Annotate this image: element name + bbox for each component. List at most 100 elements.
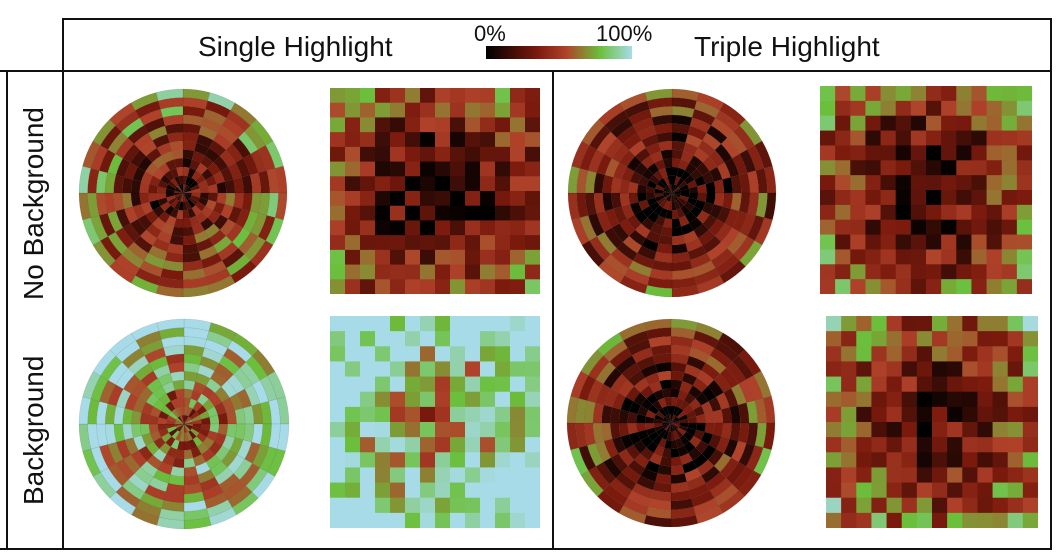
- heatmap-cell: [941, 264, 957, 280]
- left-col-rule: [62, 18, 64, 550]
- heatmap-cell: [916, 512, 933, 528]
- heatmap-cell: [330, 452, 346, 469]
- heatmap-cell: [841, 391, 857, 408]
- heatmap-cell: [480, 422, 496, 438]
- heatmap-cell: [450, 316, 466, 332]
- heatmap-cell: [390, 146, 406, 163]
- heatmap-cell: [345, 346, 361, 363]
- heatmap-sector: [216, 181, 227, 194]
- heatmap-cell: [1022, 406, 1038, 423]
- heatmap-cell: [465, 482, 481, 499]
- heatmap-cell: [375, 161, 391, 177]
- heatmap-cell: [926, 190, 942, 206]
- heatmap-cell: [435, 191, 451, 207]
- heatmap-cell: [465, 391, 481, 408]
- heatmap-cell: [420, 176, 436, 192]
- heatmap-cell: [977, 452, 994, 469]
- heatmap-cell: [916, 406, 933, 423]
- heatmap-cell: [941, 279, 957, 294]
- heatmap-cell: [977, 346, 994, 363]
- heatmap-cell: [420, 249, 436, 266]
- heatmap-cell: [871, 512, 888, 528]
- heatmap-cell: [390, 176, 406, 192]
- heatmap-cell: [850, 249, 867, 265]
- heatmap-cell: [886, 437, 903, 453]
- heatmap-cell: [895, 204, 912, 221]
- heatmap-cell: [510, 279, 526, 294]
- heatmap-cell: [360, 279, 376, 294]
- heatmap-cell: [510, 191, 526, 207]
- heatmap-cell: [435, 467, 451, 484]
- heatmap-cell: [941, 130, 957, 147]
- heatmap-cell: [480, 316, 496, 332]
- heatmap-cell: [1016, 115, 1032, 132]
- heatmap-sector: [182, 192, 190, 201]
- heatmap-cell: [880, 219, 897, 236]
- heatmap-cell: [495, 361, 511, 378]
- heatmap-cell: [871, 316, 888, 332]
- heatmap-cell: [525, 437, 540, 453]
- heatmap-cell: [420, 437, 436, 453]
- heatmap-cell: [895, 249, 912, 265]
- heatmap-cell: [405, 497, 421, 514]
- heatmap-cell: [480, 161, 496, 177]
- heatmap-cell: [360, 161, 376, 177]
- heatmap-cell: [941, 115, 957, 132]
- heatmap-cell: [986, 264, 1003, 280]
- heatmap-cell: [420, 316, 436, 332]
- heatmap-cell: [835, 264, 851, 280]
- heatmap-cell: [375, 88, 391, 104]
- heatmap-cell: [480, 249, 496, 266]
- heatmap-cell: [856, 422, 873, 438]
- heatmap-cell: [871, 482, 888, 499]
- heatmap-cell: [495, 161, 511, 177]
- heatmap-cell: [435, 376, 451, 393]
- heatmap-cell: [435, 146, 451, 163]
- heatmap-cell: [1016, 190, 1032, 206]
- heatmap-cell: [962, 482, 979, 499]
- heatmap-cell: [525, 482, 540, 499]
- heatmap-cell: [841, 376, 857, 393]
- heatmap-cell: [910, 130, 927, 147]
- heatmap-cell: [901, 406, 918, 423]
- heatmap-cell: [971, 130, 988, 147]
- heatmap-cell: [405, 361, 421, 378]
- heatmap-cell: [977, 482, 994, 499]
- heatmap-cell: [826, 376, 842, 393]
- heatmap-cell: [865, 249, 882, 265]
- heatmap-cell: [1016, 204, 1032, 221]
- heatmap-sector: [665, 185, 673, 194]
- heatmap-cell: [330, 406, 346, 423]
- heatmap-cell: [360, 102, 376, 119]
- heatmap-cell: [865, 234, 882, 251]
- heatmap-cell: [345, 497, 361, 514]
- heatmap-cell: [375, 191, 391, 207]
- heatmap-cell: [820, 234, 836, 251]
- heatmap-cell: [450, 437, 466, 453]
- heatmap-cell: [465, 235, 481, 251]
- heatmap-cell: [850, 130, 867, 147]
- heatmap-cell: [480, 452, 496, 469]
- heatmap-cell: [901, 437, 918, 453]
- heatmap-cell: [835, 219, 851, 236]
- heatmap-cell: [1016, 86, 1032, 102]
- heatmap-cell: [525, 316, 540, 332]
- heatmap-cell: [435, 249, 451, 266]
- heatmap-cell: [1022, 497, 1038, 514]
- heatmap-cell: [345, 102, 361, 119]
- heatmap-cell: [420, 205, 436, 222]
- grid-heatmap-triple-no-background: [820, 86, 1032, 294]
- heatmap-cell: [886, 512, 903, 528]
- heatmap-cell: [880, 160, 897, 176]
- heatmap-cell: [962, 376, 979, 393]
- heatmap-cell: [895, 160, 912, 176]
- heatmap-cell: [420, 512, 436, 528]
- heatmap-cell: [977, 406, 994, 423]
- heatmap-cell: [450, 102, 466, 119]
- heatmap-cell: [856, 497, 873, 514]
- heatmap-cell: [947, 437, 963, 453]
- heatmap-cell: [345, 361, 361, 378]
- heatmap-cell: [971, 219, 988, 236]
- heatmap-cell: [841, 512, 857, 528]
- heatmap-cell: [932, 467, 948, 484]
